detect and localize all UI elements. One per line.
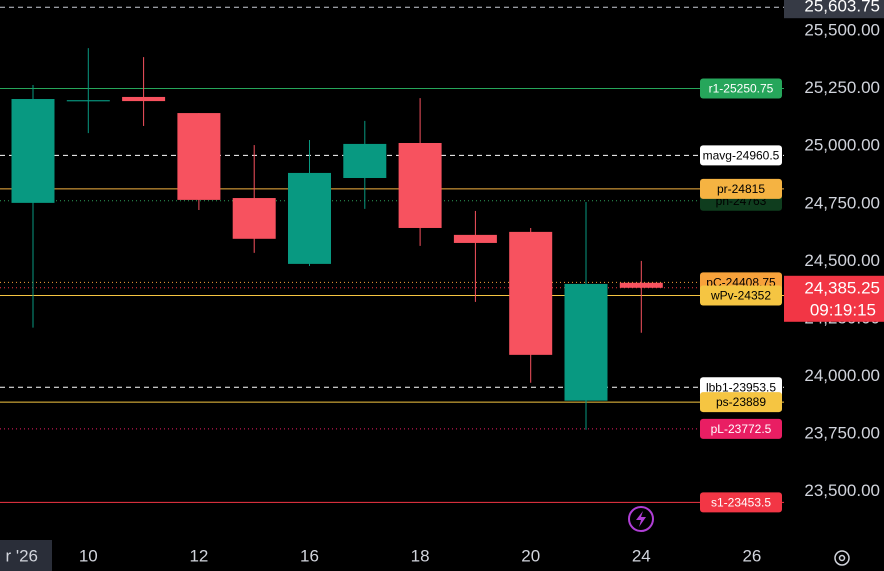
settings-hub[interactable] bbox=[838, 554, 846, 562]
level-label: wPv-24352 bbox=[710, 289, 771, 303]
current-price-label: 24,385.25 bbox=[804, 278, 880, 297]
x-tick-label: 10 bbox=[79, 546, 98, 565]
settings-icon[interactable] bbox=[834, 550, 850, 566]
level-label: r1-25250.75 bbox=[709, 82, 774, 96]
candle-body bbox=[288, 172, 331, 264]
alert-bolt[interactable] bbox=[636, 511, 646, 527]
candle-body bbox=[11, 99, 55, 203]
y-tick-label: 25,000.00 bbox=[804, 136, 880, 155]
x-tick-label: 16 bbox=[300, 546, 319, 565]
x-tick-label: 20 bbox=[521, 546, 540, 565]
settings-gear[interactable] bbox=[834, 550, 850, 566]
level-badge bbox=[700, 418, 782, 439]
candle-body bbox=[398, 143, 442, 228]
level-badge bbox=[700, 78, 782, 99]
candle-body bbox=[122, 96, 166, 102]
high-marker-label: 25,603.75 bbox=[804, 0, 880, 16]
current-price-badge bbox=[784, 275, 884, 322]
candle-body bbox=[177, 113, 221, 200]
y-tick-label: 25,500.00 bbox=[804, 21, 880, 40]
high-marker-badge bbox=[784, 0, 884, 19]
level-badge bbox=[700, 178, 782, 199]
y-tick-label: 24,500.00 bbox=[804, 251, 880, 270]
level-label: mavg-24960.5 bbox=[703, 148, 780, 162]
countdown-label: 09:19:15 bbox=[810, 300, 876, 319]
candle-body bbox=[619, 282, 663, 288]
y-tick-label: 25,250.00 bbox=[804, 78, 880, 97]
y-tick-label: 24,000.00 bbox=[804, 366, 880, 385]
x-tick-label: 12 bbox=[189, 546, 208, 565]
level-label: pL-23772.5 bbox=[711, 422, 772, 436]
candle-body bbox=[564, 283, 608, 401]
level-badge bbox=[700, 492, 782, 513]
alert-icon[interactable] bbox=[628, 506, 654, 532]
candle-body bbox=[343, 143, 387, 179]
level-label: ps-23889 bbox=[716, 395, 766, 409]
level-label: s1-23453.5 bbox=[711, 496, 771, 510]
candle-body bbox=[453, 234, 497, 243]
x-tick-label: 26 bbox=[742, 546, 761, 565]
candle-body bbox=[66, 100, 110, 102]
candle-body bbox=[232, 198, 276, 239]
y-tick-label: 24,750.00 bbox=[804, 193, 880, 212]
date-highlight bbox=[0, 540, 52, 571]
alert-circle[interactable] bbox=[628, 506, 654, 532]
y-tick-label: 23,750.00 bbox=[804, 424, 880, 443]
level-badge bbox=[700, 285, 782, 306]
level-badge bbox=[700, 145, 782, 166]
x-tick-label: 18 bbox=[411, 546, 430, 565]
level-label: lbb1-23953.5 bbox=[706, 380, 776, 394]
x-tick-label: 24 bbox=[632, 546, 651, 565]
candle-body bbox=[509, 231, 553, 355]
y-tick-label: 23,500.00 bbox=[804, 481, 880, 500]
x-tick-label: r '26 bbox=[5, 546, 38, 565]
level-badge bbox=[700, 392, 782, 413]
level-label: pr-24815 bbox=[717, 182, 765, 196]
